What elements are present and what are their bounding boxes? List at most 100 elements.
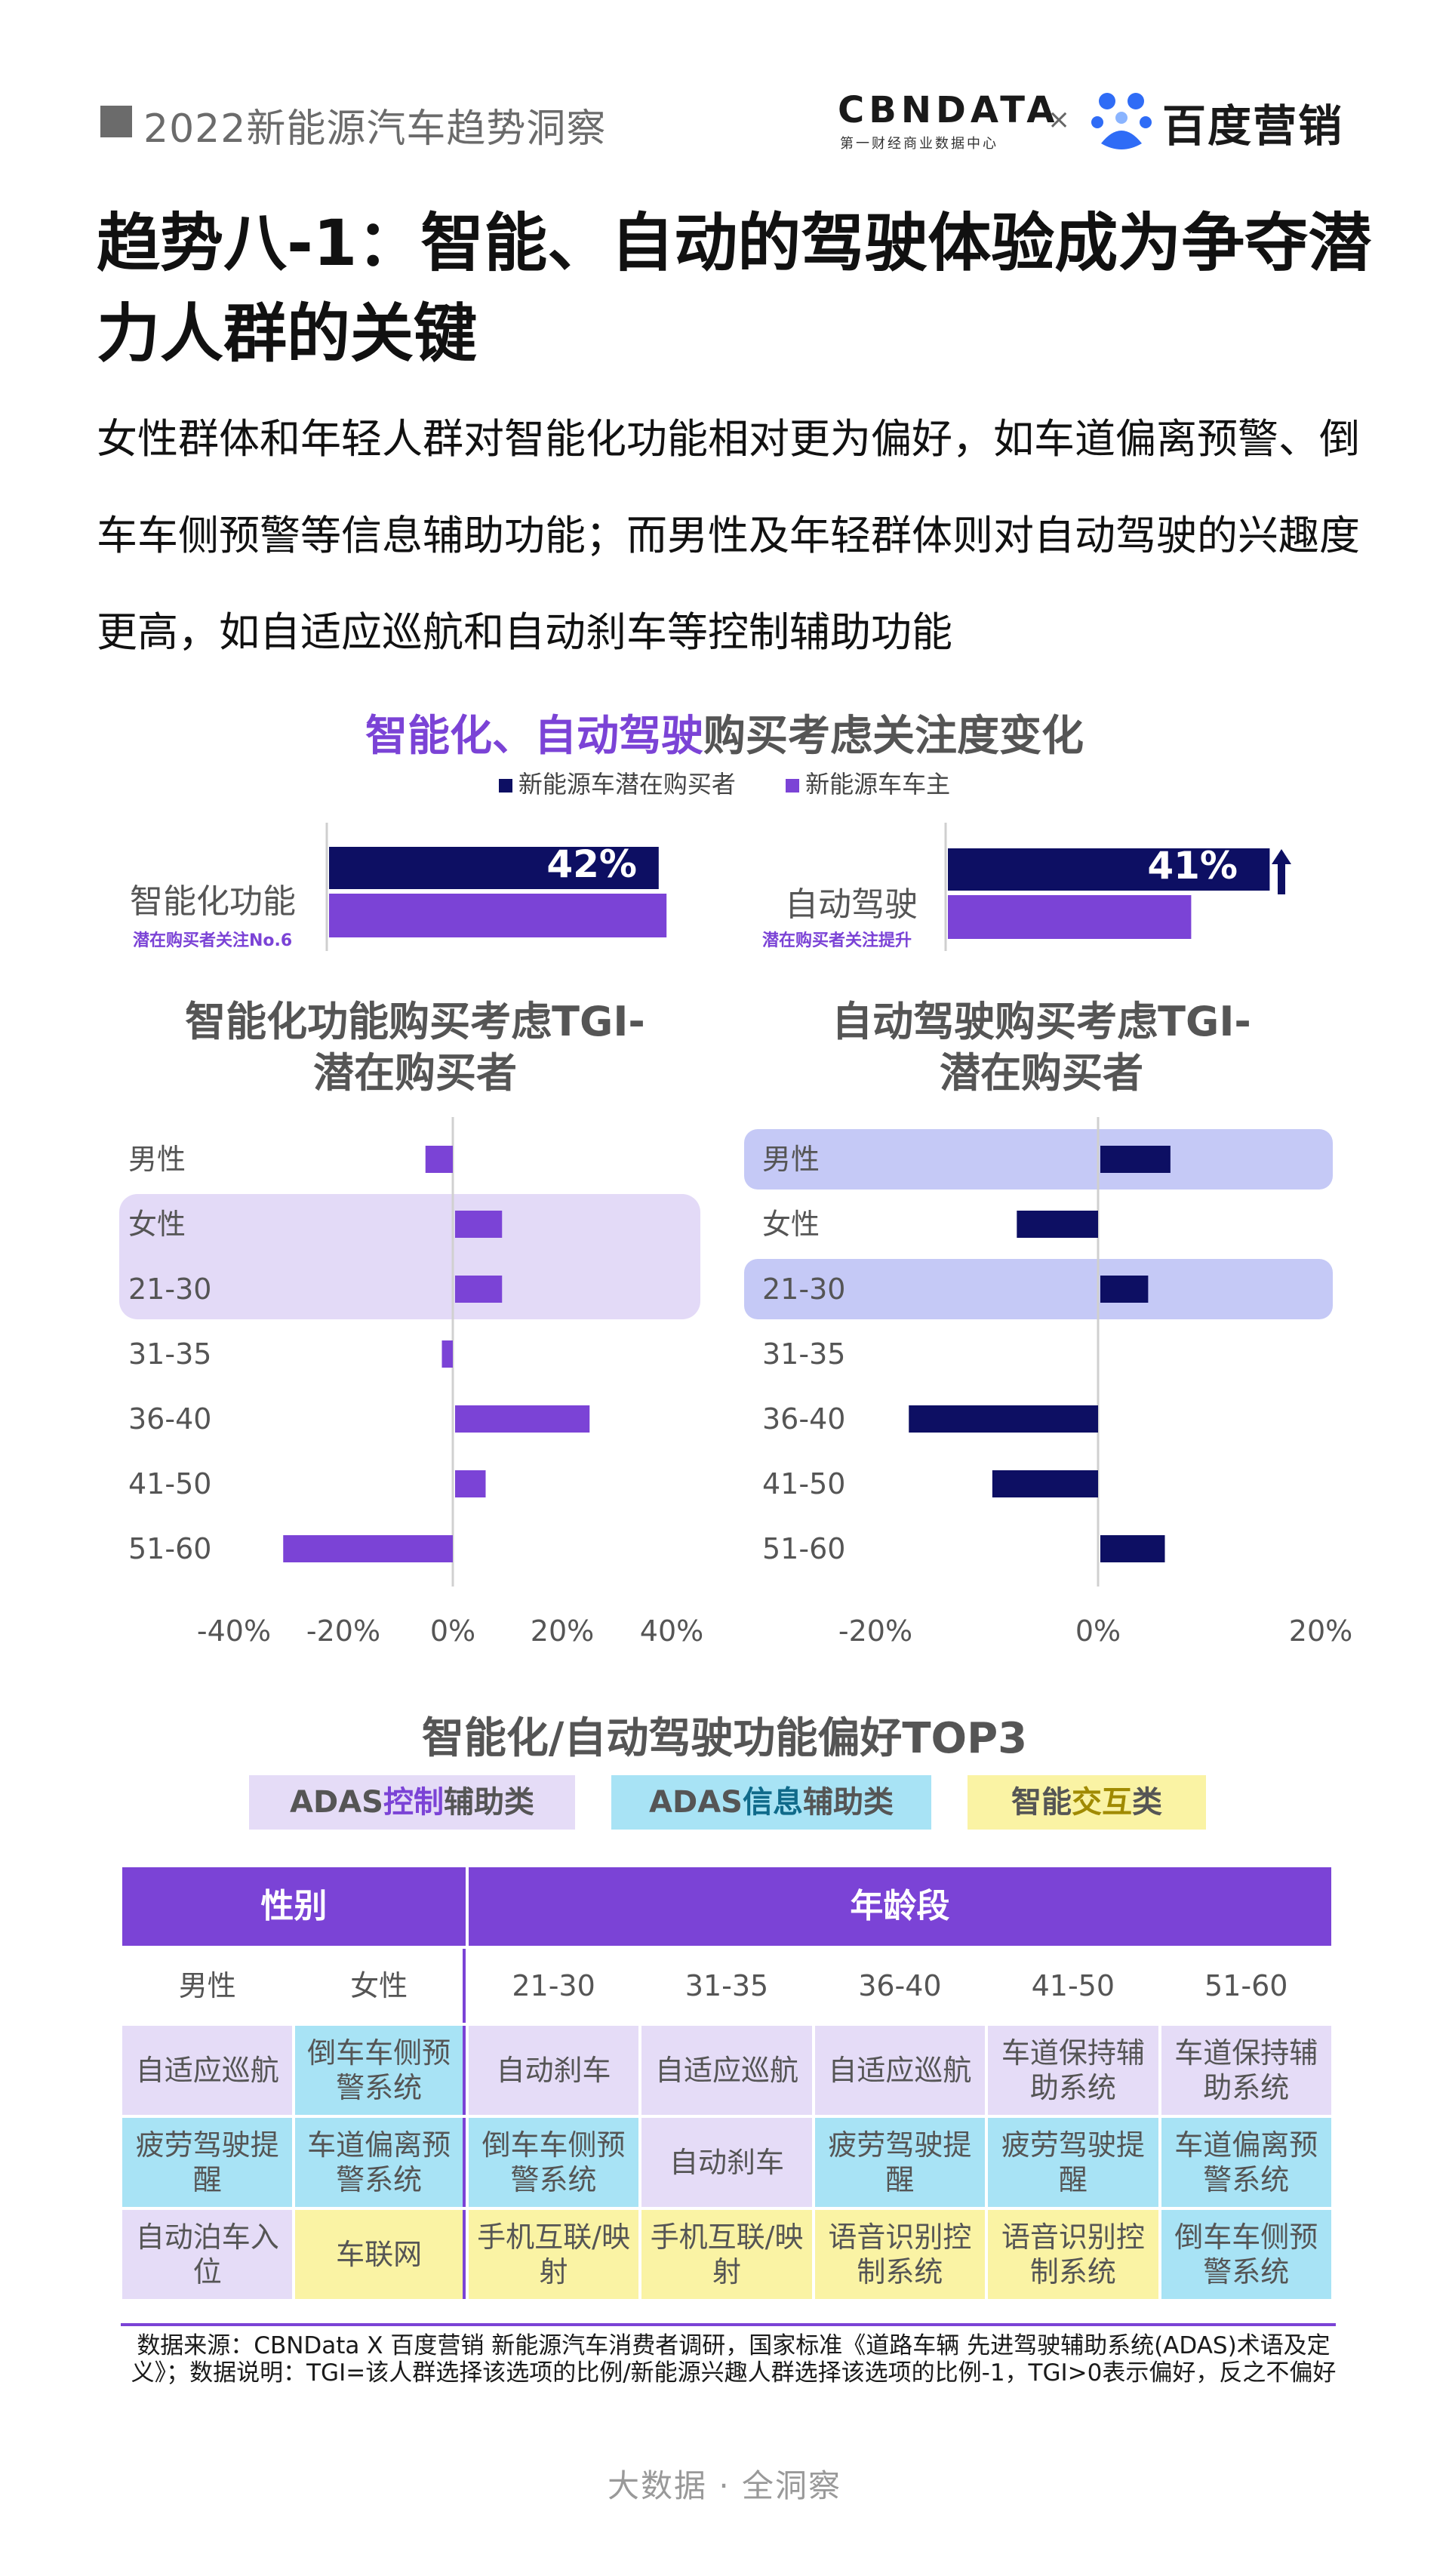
tick-label: -40% — [197, 1614, 271, 1648]
table-cell: 车道偏离预警系统 — [1161, 2118, 1331, 2207]
cbndata-logo: CBNDATA — [838, 89, 1060, 131]
table-cell: 车道保持辅助系统 — [988, 2026, 1158, 2115]
baidu-marketing-logo-text: 百度营销 — [1162, 100, 1344, 152]
bar-auto-owner — [948, 895, 1192, 939]
tgi-bar — [455, 1405, 590, 1433]
legend-adas-info-post: 辅助类 — [802, 1785, 894, 1820]
attention-title-highlight-smart: 智能化 — [365, 712, 492, 761]
table-cell: 疲劳驾驶提醒 — [814, 2118, 986, 2207]
column-header: 21-30 — [468, 1949, 639, 2023]
category-label: 41-50 — [762, 1467, 845, 1500]
bar-auto-potential — [948, 848, 1270, 891]
tick-label: 0% — [1075, 1614, 1121, 1648]
preferences-title: 智能化/自动驾驶功能偏好TOP3 — [421, 1714, 1028, 1763]
column-header: 51-60 — [1161, 1949, 1331, 2023]
category-label: 女性 — [128, 1208, 186, 1241]
table-cell: 自动泊车入位 — [122, 2210, 293, 2299]
tgi-bar — [1100, 1146, 1171, 1173]
table-cell: 自动刹车 — [641, 2118, 812, 2207]
highlight-band — [744, 1129, 1333, 1190]
legend-item-potential: 新能源车潜在购买者 — [498, 765, 736, 800]
category-label: 51-60 — [128, 1532, 211, 1565]
category-label: 21-30 — [128, 1273, 211, 1306]
table-bottom-rule — [121, 2323, 1336, 2326]
tick-label: 20% — [531, 1614, 594, 1648]
logo-separator: × — [1048, 104, 1071, 135]
table-row: 自适应巡航 倒车车侧预警系统 自动刹车 自适应巡航 自适应巡航 车道保持辅助系统… — [122, 2026, 1331, 2115]
legend-inter-post: 类 — [1132, 1785, 1162, 1820]
legend-adas-control-pre: ADAS — [290, 1785, 383, 1820]
legend-adas-control-hl: 控制 — [383, 1785, 444, 1820]
category-label: 男性 — [128, 1143, 186, 1176]
legend-adas-info-pre: ADAS — [649, 1785, 743, 1820]
attention-title-highlight-auto: 自动驾驶 — [534, 712, 703, 761]
highlight-band — [119, 1194, 700, 1319]
tgi-bar — [1100, 1276, 1149, 1303]
category-label: 41-50 — [128, 1467, 211, 1500]
legend-adas-info-hl: 信息 — [742, 1785, 803, 1820]
tgi-bar — [455, 1470, 486, 1497]
attention-legend: 新能源车潜在购买者 新能源车车主 — [0, 765, 1449, 800]
tgi-smart-title-line2: 潜在购买者 — [313, 1049, 517, 1097]
tgi-bar — [441, 1340, 453, 1368]
tick-label: -20% — [838, 1614, 912, 1648]
legend-inter-pre: 智能 — [1011, 1785, 1072, 1820]
preferences-table: 性别 年龄段 男性 女性 21-30 31-35 36-40 41-50 51-… — [119, 1864, 1334, 2302]
table-cell: 车道偏离预警系统 — [295, 2118, 466, 2207]
legend-inter-hl: 交互 — [1072, 1785, 1132, 1820]
table-cell: 倒车车侧预警系统 — [295, 2026, 466, 2115]
smart-feature-note: 潜在购买者关注No.6 — [133, 931, 293, 950]
tgi-bar — [455, 1211, 503, 1238]
category-label: 21-30 — [762, 1273, 845, 1306]
tgi-smart-title-line1: 智能化功能购买考虑TGI- — [185, 998, 645, 1045]
legend-box-adas-info: ADAS信息辅助类 — [611, 1775, 931, 1830]
table-row: 疲劳驾驶提醒 车道偏离预警系统 倒车车侧预警系统 自动刹车 疲劳驾驶提醒 疲劳驾… — [122, 2118, 1331, 2207]
legend-swatch-navy — [498, 779, 512, 792]
column-header: 男性 — [122, 1949, 293, 2023]
auto-note-prefix: 潜在购买者关注 — [762, 931, 879, 950]
tgi-bar — [1017, 1211, 1098, 1238]
category-label: 31-35 — [128, 1337, 211, 1371]
tick-label: -20% — [306, 1614, 380, 1648]
bar-smart-potential — [329, 847, 659, 889]
attention-chart-svg: 42% 41% — [325, 823, 1291, 951]
column-header: 36-40 — [814, 1949, 986, 2023]
tgi-bar — [992, 1470, 1098, 1497]
category-label: 女性 — [762, 1208, 820, 1241]
table-group-header-row: 性别 年龄段 — [122, 1867, 1331, 1946]
highlight-band — [744, 1259, 1333, 1319]
tick-label: 40% — [640, 1614, 703, 1648]
table-cell: 语音识别控制系统 — [814, 2210, 986, 2299]
header-square-icon — [100, 106, 132, 137]
table-cell: 倒车车侧预警系统 — [1161, 2210, 1331, 2299]
table-row: 自动泊车入位 车联网 手机互联/映射 手机互联/映射 语音识别控制系统 语音识别… — [122, 2210, 1331, 2299]
tgi-bar — [909, 1405, 1098, 1433]
tgi-auto-title-line2: 潜在购买者 — [940, 1049, 1143, 1097]
table-cell: 自适应巡航 — [122, 2026, 293, 2115]
page-description: 女性群体和年轻人群对智能化功能相对更为偏好，如车道偏离预警、倒车车侧预警等信息辅… — [97, 415, 1360, 656]
auto-driving-label: 自动驾驶 — [785, 885, 918, 924]
tgi-bar — [283, 1535, 453, 1562]
table-cell: 自动刹车 — [468, 2026, 639, 2115]
table-cell: 车联网 — [295, 2210, 466, 2299]
group-header-gender: 性别 — [122, 1867, 466, 1946]
column-header: 31-35 — [641, 1949, 812, 2023]
legend-swatch-purple — [786, 779, 800, 792]
attention-title-rest: 购买考虑关注度变化 — [703, 712, 1084, 761]
table-cell: 自适应巡航 — [641, 2026, 812, 2115]
table-cell: 倒车车侧预警系统 — [468, 2118, 639, 2207]
tgi-bar — [425, 1146, 453, 1173]
table-cell: 疲劳驾驶提醒 — [988, 2118, 1158, 2207]
smart-feature-label: 智能化功能 — [130, 882, 296, 921]
category-label: 男性 — [762, 1143, 820, 1176]
tick-label: 0% — [430, 1614, 475, 1648]
table-column-header-row: 男性 女性 21-30 31-35 36-40 41-50 51-60 — [122, 1949, 1331, 2023]
auto-note-bold: 提升 — [878, 931, 912, 950]
category-label: 51-60 — [762, 1532, 845, 1565]
smart-value-label: 42% — [546, 842, 637, 886]
table-cell: 手机互联/映射 — [468, 2210, 639, 2299]
legend-adas-control-post: 辅助类 — [443, 1785, 534, 1820]
table-cell: 疲劳驾驶提醒 — [122, 2118, 293, 2207]
